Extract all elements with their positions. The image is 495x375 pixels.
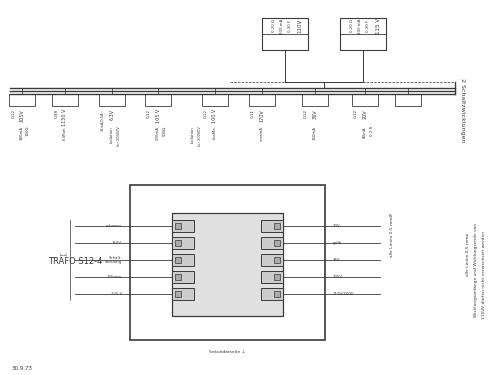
- Text: 400 mA: 400 mA: [280, 18, 284, 34]
- Bar: [130, 185, 325, 340]
- Text: 0,12: 0,12: [147, 109, 151, 118]
- Text: 400 mA: 400 mA: [358, 18, 362, 34]
- Text: 0,9R: 0,9R: [55, 109, 59, 118]
- Text: Sekundärseite ↓: Sekundärseite ↓: [209, 350, 245, 354]
- Text: 6,3V: 6,3V: [109, 109, 114, 120]
- Text: 225 V: 225 V: [111, 292, 122, 296]
- Text: Wicklungsanfänge und Wicklungsende von: Wicklungsanfänge und Wicklungsende von: [474, 223, 478, 317]
- Bar: [9, 94, 35, 106]
- Bar: [302, 94, 328, 106]
- Bar: [52, 94, 78, 106]
- Bar: [172, 237, 194, 249]
- Bar: [175, 257, 181, 263]
- Text: alle Linien 0,5 mmØ: alle Linien 0,5 mmØ: [390, 213, 394, 257]
- Text: 500mA: 500mA: [156, 126, 160, 140]
- Bar: [274, 257, 280, 263]
- Text: für 20000V: für 20000V: [117, 126, 121, 146]
- Bar: [172, 271, 194, 283]
- Text: 105V: 105V: [333, 275, 343, 279]
- Bar: [99, 94, 125, 106]
- Text: 20V: 20V: [362, 109, 367, 118]
- Text: 0,11: 0,11: [251, 109, 255, 118]
- Bar: [249, 94, 275, 106]
- Text: 0,20 Ω: 0,20 Ω: [350, 20, 354, 33]
- Text: 0,12: 0,12: [12, 109, 16, 118]
- Text: 0,12: 0,12: [354, 109, 358, 118]
- Text: 100 V: 100 V: [212, 109, 217, 123]
- Bar: [262, 18, 308, 50]
- Text: 31mA/0,5A~: 31mA/0,5A~: [101, 109, 105, 131]
- Text: 180mA: 180mA: [20, 126, 24, 140]
- Text: LeoMa: LeoMa: [213, 126, 217, 139]
- Bar: [261, 254, 283, 266]
- Text: Schalt-
wicklung: Schalt- wicklung: [105, 256, 122, 264]
- Text: Isolation: Isolation: [191, 126, 195, 143]
- Bar: [274, 240, 280, 246]
- Text: grtlb: grtlb: [333, 241, 342, 245]
- Text: 36V: 36V: [333, 258, 341, 262]
- Text: 1150V dürfen nicht verwechselt werden: 1150V dürfen nicht verwechselt werden: [482, 231, 486, 319]
- Text: TRAFO S12-4: TRAFO S12-4: [48, 258, 102, 267]
- Bar: [175, 223, 181, 229]
- Bar: [274, 291, 280, 297]
- Text: 100Ω: 100Ω: [26, 126, 30, 136]
- Text: 105V: 105V: [19, 109, 24, 122]
- Text: 30.9.73: 30.9.73: [12, 366, 33, 370]
- Text: einemA: einemA: [260, 126, 264, 141]
- Text: |←→|: |←→|: [60, 252, 68, 256]
- Text: 110V/100V: 110V/100V: [333, 292, 354, 296]
- Text: 0,30 F: 0,30 F: [366, 20, 370, 32]
- Text: schwarz: schwarz: [106, 224, 122, 228]
- Bar: [172, 254, 194, 266]
- Text: 170V: 170V: [259, 109, 264, 122]
- Text: 150V: 150V: [112, 241, 122, 245]
- Text: 80mA: 80mA: [363, 126, 367, 138]
- Bar: [202, 94, 228, 106]
- Text: 0,20 Ω: 0,20 Ω: [272, 20, 276, 33]
- Bar: [145, 94, 171, 106]
- Text: 1150 V: 1150 V: [62, 109, 67, 126]
- Text: 0,12: 0,12: [304, 109, 308, 118]
- Text: 20V: 20V: [333, 224, 341, 228]
- Text: 105mm: 105mm: [107, 275, 122, 279]
- Text: 160mA: 160mA: [313, 126, 317, 140]
- Text: 0,3 R: 0,3 R: [370, 126, 374, 136]
- Bar: [172, 213, 283, 316]
- Bar: [172, 220, 194, 232]
- Bar: [175, 240, 181, 246]
- Text: alle Linien 0,5 mmø: alle Linien 0,5 mmø: [466, 234, 470, 276]
- Bar: [352, 94, 378, 106]
- Text: Isolation: Isolation: [110, 126, 114, 143]
- Text: 0,12: 0,12: [204, 109, 208, 118]
- Bar: [395, 94, 421, 106]
- Bar: [261, 237, 283, 249]
- Bar: [274, 223, 280, 229]
- Bar: [261, 271, 283, 283]
- Text: 6,4Roh: 6,4Roh: [63, 126, 67, 140]
- Bar: [175, 291, 181, 297]
- Bar: [274, 274, 280, 280]
- Text: 500Ω: 500Ω: [163, 126, 167, 136]
- Text: 36V: 36V: [312, 109, 317, 118]
- Bar: [175, 274, 181, 280]
- Text: für 20000V: für 20000V: [198, 126, 202, 146]
- Bar: [261, 220, 283, 232]
- Text: 0,30 F: 0,30 F: [288, 20, 292, 32]
- Bar: [340, 18, 386, 50]
- Bar: [172, 288, 194, 300]
- Text: 2 Schaltzwicklungen: 2 Schaltzwicklungen: [460, 78, 465, 142]
- Text: 110V: 110V: [297, 19, 302, 33]
- Text: 115 V: 115 V: [376, 18, 381, 34]
- Text: 105 V: 105 V: [155, 109, 160, 123]
- Bar: [261, 288, 283, 300]
